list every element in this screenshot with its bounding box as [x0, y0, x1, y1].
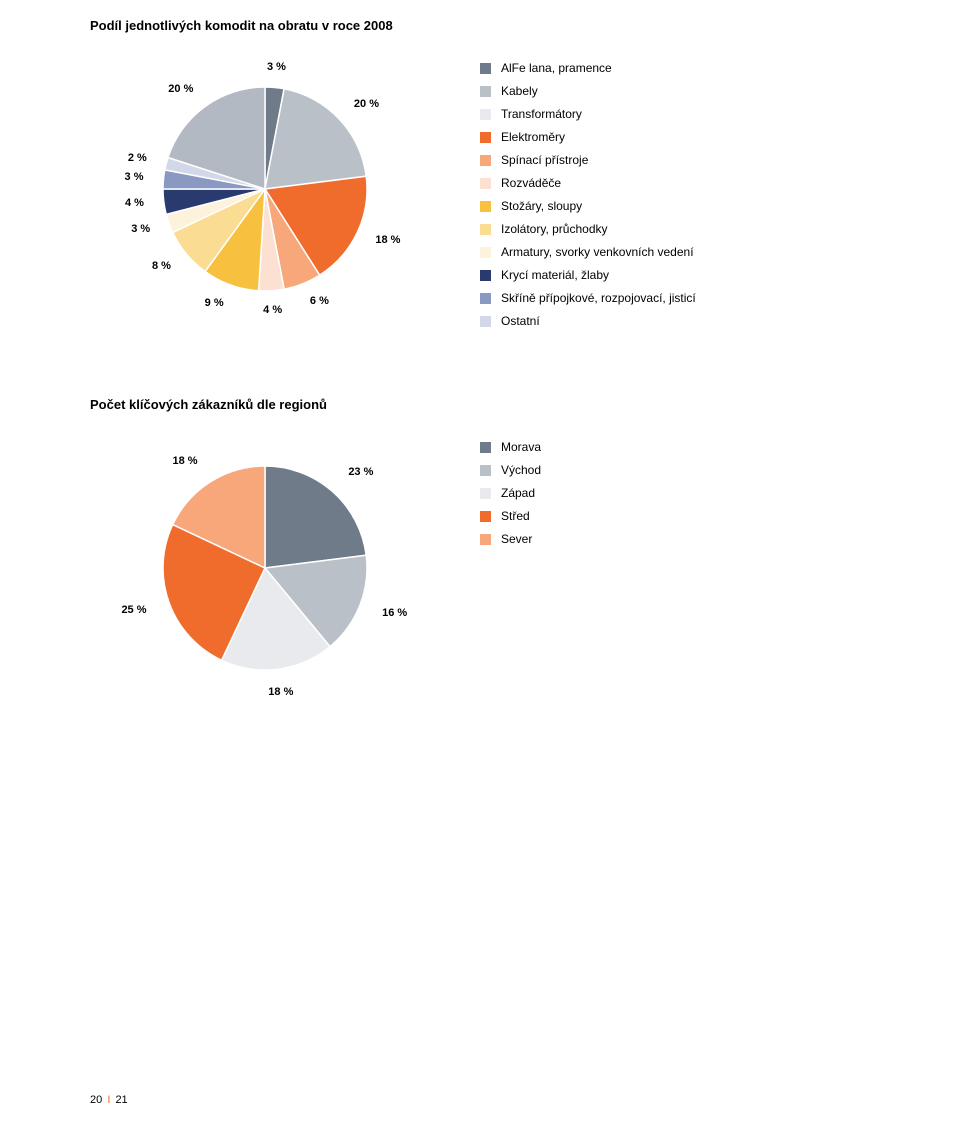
footer-left: 20: [90, 1094, 102, 1106]
chart1-legend-label-3: Elektroměry: [501, 130, 565, 144]
chart2-legend-item-1: Východ: [480, 463, 541, 477]
chart1-legend-label-8: Armatury, svorky venkovních vedení: [501, 245, 694, 259]
chart2-legend: Morava Východ Západ Střed Sever: [480, 436, 541, 555]
chart2-row: 23 % 16 % 18 % 25 % 18 % Morava Východ Západ St…: [90, 436, 870, 700]
chart2-legend-label-0: Morava: [501, 440, 541, 454]
chart2-legend-label-3: Střed: [501, 509, 530, 523]
chart1-legend-item-9: Krycí materiál, žlaby: [480, 268, 696, 282]
chart1-legend-swatch-2: [480, 109, 491, 120]
chart1-legend-item-3: Elektroměry: [480, 130, 696, 144]
chart1-title: Podíl jednotlivých komodit na obratu v r…: [90, 18, 870, 33]
chart1-legend-item-8: Armatury, svorky venkovních vedení: [480, 245, 696, 259]
chart2-legend-swatch-4: [480, 534, 491, 545]
chart2-title: Počet klíčových zákazníků dle regionů: [90, 397, 870, 412]
chart1-slice-label-9: 4 %: [125, 197, 144, 209]
chart2-slice-label-3: 25 %: [121, 604, 146, 616]
chart2-slice-label-4: 18 %: [172, 455, 197, 467]
chart1-slice-label-4: 6 %: [310, 295, 329, 307]
chart1-slice-label-5: 4 %: [263, 304, 282, 316]
chart1-legend-label-0: AlFe lana, pramence: [501, 61, 612, 75]
chart1-legend-swatch-5: [480, 178, 491, 189]
chart1-legend-label-1: Kabely: [501, 84, 538, 98]
footer-right: 21: [115, 1094, 127, 1106]
chart1-legend-label-2: Transformátory: [501, 107, 582, 121]
chart1-legend-swatch-1: [480, 86, 491, 97]
chart2-legend-item-0: Morava: [480, 440, 541, 454]
chart1-row: 3 %20 %18 %6 %4 %9 %8 %3 %4 %3 %2 %20 % …: [90, 57, 870, 337]
chart2-slice-label-0: 23 %: [348, 466, 373, 478]
chart1-legend-swatch-9: [480, 270, 491, 281]
chart1-slice-label-11: 2 %: [128, 152, 147, 164]
chart1-slice-label-6: 9 %: [205, 297, 224, 309]
chart1-legend-label-11: Ostatní: [501, 314, 540, 328]
chart1-slice-label-3: 18 %: [375, 234, 400, 246]
chart1-legend-item-0: AlFe lana, pramence: [480, 61, 696, 75]
chart1-slice-label-1: 20 %: [354, 98, 379, 110]
chart1-slice-label-12: 20 %: [168, 83, 193, 95]
chart1-slice-label-7: 8 %: [152, 260, 171, 272]
chart1-pie-svg: [90, 57, 440, 321]
chart1-legend-label-10: Skříně přípojkové, rozpojovací, jisticí: [501, 291, 696, 305]
chart1-legend-item-5: Rozváděče: [480, 176, 696, 190]
chart1-slice-label-10: 3 %: [125, 171, 144, 183]
chart1-legend-swatch-11: [480, 316, 491, 327]
chart2-slice-label-1: 16 %: [382, 607, 407, 619]
chart1-legend-item-7: Izolátory, průchodky: [480, 222, 696, 236]
footer-separator: I: [107, 1094, 110, 1106]
chart2-slice-label-2: 18 %: [268, 686, 293, 698]
chart2-legend-swatch-3: [480, 511, 491, 522]
chart1-legend-label-5: Rozváděče: [501, 176, 561, 190]
chart1-legend-item-4: Spínací přístroje: [480, 153, 696, 167]
chart2-legend-label-1: Východ: [501, 463, 541, 477]
chart1-legend-label-7: Izolátory, průchodky: [501, 222, 608, 236]
chart1-legend-swatch-10: [480, 293, 491, 304]
chart2-slice-0: [265, 466, 366, 568]
chart1-legend-swatch-3: [480, 132, 491, 143]
chart2-legend-item-2: Západ: [480, 486, 541, 500]
chart1-legend-item-2: Transformátory: [480, 107, 696, 121]
chart1-legend-item-11: Ostatní: [480, 314, 696, 328]
chart1-legend-item-10: Skříně přípojkové, rozpojovací, jisticí: [480, 291, 696, 305]
chart1-legend-item-6: Stožáry, sloupy: [480, 199, 696, 213]
chart2-legend-swatch-1: [480, 465, 491, 476]
chart1-slice-label-0: 3 %: [267, 61, 286, 73]
chart1-legend-label-4: Spínací přístroje: [501, 153, 588, 167]
chart2-pie-svg: [90, 436, 440, 700]
chart2-legend-swatch-0: [480, 442, 491, 453]
chart1-slice-label-8: 3 %: [131, 223, 150, 235]
chart1-legend-swatch-7: [480, 224, 491, 235]
chart1-legend-label-9: Krycí materiál, žlaby: [501, 268, 609, 282]
chart2-legend-item-3: Střed: [480, 509, 541, 523]
chart2-legend-swatch-2: [480, 488, 491, 499]
chart1-legend-item-1: Kabely: [480, 84, 696, 98]
chart1-legend-label-6: Stožáry, sloupy: [501, 199, 582, 213]
chart1-legend-swatch-0: [480, 63, 491, 74]
chart2-legend-label-2: Západ: [501, 486, 535, 500]
chart2-pie: 23 % 16 % 18 % 25 % 18 %: [90, 436, 440, 700]
chart1-legend-swatch-4: [480, 155, 491, 166]
chart1-pie: 3 % 20 % 18 % 6 % 4 % 9 % 8 % 3 % 4 % 3 % 2 % 20 %: [90, 57, 440, 321]
chart1-legend-swatch-6: [480, 201, 491, 212]
chart1-legend-swatch-8: [480, 247, 491, 258]
chart2-legend-label-4: Sever: [501, 532, 532, 546]
page-footer: 20 I 21: [90, 1094, 128, 1106]
chart2-legend-item-4: Sever: [480, 532, 541, 546]
chart1-legend: AlFe lana, pramence Kabely Transformátory E…: [480, 57, 696, 337]
